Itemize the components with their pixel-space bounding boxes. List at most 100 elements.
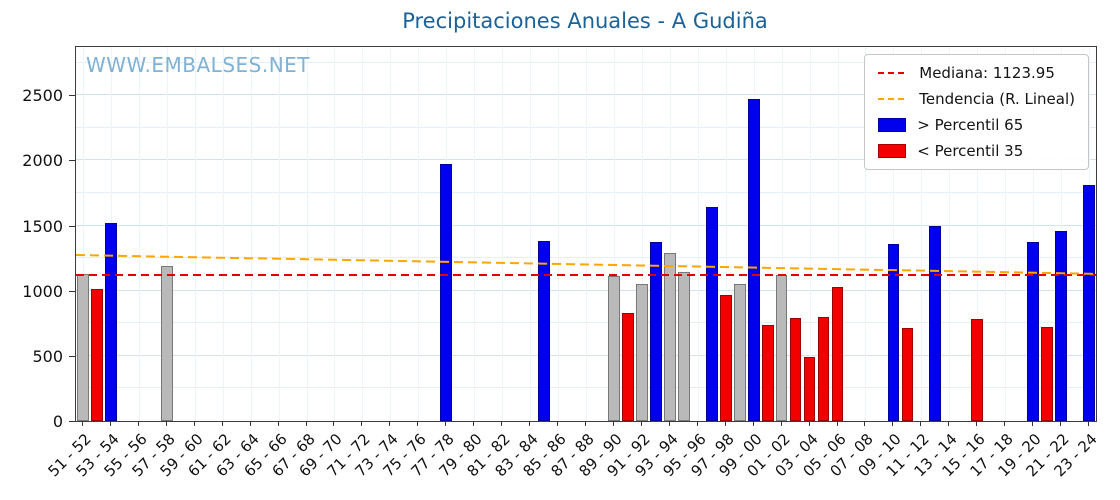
bar xyxy=(761,324,774,421)
y-tick-mark xyxy=(69,95,75,97)
x-tick-mark xyxy=(501,421,503,426)
x-tick-mark xyxy=(473,421,475,426)
vertical-gridline xyxy=(278,47,280,421)
bar xyxy=(622,312,634,421)
x-tick-mark xyxy=(696,421,698,426)
bar xyxy=(803,357,816,421)
vertical-gridline xyxy=(977,47,979,421)
vertical-gridline xyxy=(558,47,560,421)
bar xyxy=(160,265,173,421)
below-percentile-swatch-icon xyxy=(878,144,907,158)
vertical-gridline xyxy=(669,47,671,421)
y-tick-label: 500 xyxy=(32,346,63,366)
x-tick-mark xyxy=(836,421,838,426)
x-tick-mark xyxy=(976,421,978,426)
x-tick-mark xyxy=(249,421,251,426)
y-tick-mark xyxy=(69,355,75,357)
plot-area: WWW.EMBALSES.NET Mediana: 1123.95 Tenden… xyxy=(75,46,1097,422)
bar xyxy=(677,272,690,421)
vertical-gridline xyxy=(306,47,308,421)
x-tick-mark xyxy=(780,421,782,426)
median-line-swatch-icon xyxy=(878,72,909,74)
watermark: WWW.EMBALSES.NET xyxy=(86,53,311,77)
bar xyxy=(649,242,662,421)
x-tick-mark xyxy=(612,421,614,426)
bar xyxy=(440,164,453,421)
vertical-gridline xyxy=(1005,47,1007,421)
x-axis: 51 - 52 53 - 54 55 - 56 57 - 58 59 - 60 61 - … xyxy=(44,421,1101,499)
y-tick-label: 1500 xyxy=(22,216,63,236)
bar xyxy=(929,225,942,421)
vertical-gridline xyxy=(1033,47,1035,421)
x-tick-mark xyxy=(864,421,866,426)
vertical-gridline xyxy=(530,47,532,421)
x-tick-mark xyxy=(417,421,419,426)
x-tick-mark xyxy=(137,421,139,426)
vertical-gridline xyxy=(949,47,951,421)
x-tick-mark xyxy=(920,421,922,426)
bar xyxy=(1041,327,1053,421)
vertical-gridline xyxy=(334,47,336,421)
y-tick-label: 2000 xyxy=(22,151,63,171)
x-tick-mark xyxy=(640,421,642,426)
vertical-gridline xyxy=(390,47,392,421)
x-tick-mark xyxy=(724,421,726,426)
bar xyxy=(789,318,802,421)
x-tick-mark xyxy=(305,421,307,426)
legend-above-label: > Percentil 65 xyxy=(917,116,1024,134)
bars-layer xyxy=(76,47,1096,421)
vertical-gridline xyxy=(781,47,783,421)
vertical-gridline xyxy=(250,47,252,421)
bar xyxy=(91,289,103,421)
y-tick-mark xyxy=(69,421,75,422)
bar xyxy=(901,328,914,421)
legend-item-below: < Percentil 35 xyxy=(878,142,1075,160)
x-tick-mark xyxy=(1032,421,1034,426)
bar xyxy=(971,319,984,421)
vertical-gridline xyxy=(641,47,643,421)
vertical-gridline xyxy=(82,47,84,421)
bar xyxy=(831,286,844,421)
x-tick-mark xyxy=(221,421,223,426)
bar xyxy=(887,243,900,421)
legend: Mediana: 1123.95 Tendencia (R. Lineal) >… xyxy=(864,54,1089,170)
bar xyxy=(747,99,760,421)
vertical-gridline xyxy=(697,47,699,421)
vertical-gridline xyxy=(474,47,476,421)
vertical-gridline xyxy=(362,47,364,421)
x-tick-mark xyxy=(361,421,363,426)
bar xyxy=(538,241,550,421)
vertical-gridline xyxy=(194,47,196,421)
x-tick-mark xyxy=(109,421,111,426)
vertical-gridline xyxy=(809,47,811,421)
legend-below-label: < Percentil 35 xyxy=(917,142,1024,160)
x-tick-mark xyxy=(585,421,586,426)
x-tick-mark xyxy=(752,421,754,426)
x-tick-mark xyxy=(277,421,279,426)
gridlines xyxy=(76,47,1096,421)
y-tick-label: 2500 xyxy=(22,86,63,106)
above-percentile-swatch-icon xyxy=(878,118,907,132)
y-tick-label: 1000 xyxy=(22,281,63,301)
x-tick-mark xyxy=(193,421,195,426)
vertical-gridline xyxy=(893,47,895,421)
bar xyxy=(77,273,89,421)
vertical-gridline xyxy=(586,47,587,421)
x-tick-mark xyxy=(1088,421,1089,426)
x-tick-mark xyxy=(333,421,335,426)
median-line xyxy=(76,273,1096,276)
bar xyxy=(663,252,676,421)
x-tick-mark xyxy=(808,421,810,426)
bar xyxy=(636,284,648,421)
vertical-gridline xyxy=(502,47,504,421)
vertical-gridline xyxy=(725,47,727,421)
vertical-gridline xyxy=(138,47,140,421)
bar xyxy=(817,316,830,421)
bar xyxy=(775,275,788,421)
bar xyxy=(1027,242,1039,421)
x-tick-mark xyxy=(81,421,83,426)
vertical-gridline xyxy=(222,47,224,421)
vertical-gridline xyxy=(166,47,168,421)
y-tick-mark xyxy=(69,225,75,227)
